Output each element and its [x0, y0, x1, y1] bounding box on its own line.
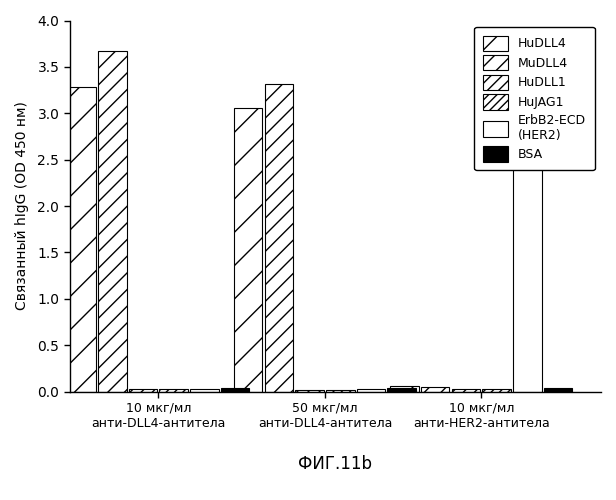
- Bar: [295, 390, 324, 392]
- Bar: [160, 389, 188, 392]
- Bar: [67, 88, 96, 392]
- Bar: [234, 108, 262, 392]
- Bar: [326, 390, 355, 392]
- Bar: [98, 51, 126, 392]
- Bar: [421, 387, 450, 392]
- Legend: HuDLL4, MuDLL4, HuDLL1, HuJAG1, ErbB2-ECD
(HER2), BSA: HuDLL4, MuDLL4, HuDLL1, HuJAG1, ErbB2-EC…: [474, 26, 595, 171]
- Y-axis label: Связанный hIgG (OD 450 нм): Связанный hIgG (OD 450 нм): [15, 102, 29, 310]
- Bar: [544, 388, 572, 392]
- Bar: [482, 389, 511, 392]
- Bar: [452, 389, 480, 392]
- Bar: [221, 388, 249, 392]
- Bar: [129, 389, 157, 392]
- Text: ФИГ.11b: ФИГ.11b: [298, 454, 373, 472]
- Bar: [264, 84, 293, 392]
- Bar: [513, 98, 541, 392]
- Bar: [390, 386, 419, 392]
- Bar: [190, 389, 219, 392]
- Bar: [357, 389, 386, 392]
- Bar: [387, 388, 416, 392]
